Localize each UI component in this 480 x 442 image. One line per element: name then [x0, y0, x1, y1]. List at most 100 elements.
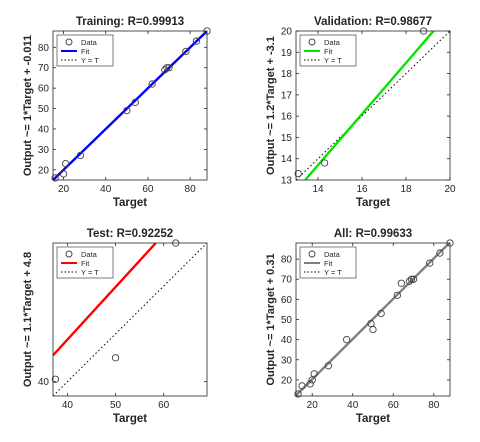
data-point — [343, 335, 351, 344]
data-point — [377, 309, 385, 318]
plot-lines — [53, 31, 207, 180]
data-point — [182, 47, 190, 56]
y-tick-label: 80 — [281, 255, 293, 266]
data-point — [294, 169, 302, 178]
fit-line — [53, 31, 207, 180]
data-point — [409, 275, 418, 283]
x-axis-label: Target — [113, 197, 147, 209]
y-tick-label: 70 — [281, 275, 293, 286]
plot-lines — [296, 243, 450, 396]
y-tick-label: 20 — [281, 375, 293, 386]
fit-line — [53, 243, 157, 357]
y-axis-label: Output ~= 1.1*Target + 4.8 — [22, 252, 34, 387]
data-point — [192, 37, 201, 45]
data-point — [436, 249, 444, 257]
y-tick-label: 50 — [38, 104, 50, 115]
data-point — [369, 325, 377, 334]
chart-title: Test: R=0.92252 — [87, 228, 173, 240]
y-axis-label: Output ~= 1*Target + -0.011 — [22, 35, 34, 176]
regression-panel: 20 40 60 80 20 30 40 50 60 70 80 Training: R=0.9991… — [22, 16, 211, 209]
x-axis-label: Target — [113, 413, 147, 425]
legend-data-marker — [308, 38, 316, 46]
plot-lines — [53, 243, 207, 396]
y-tick-label: 60 — [38, 84, 50, 95]
x-tick-label: 40 — [100, 184, 112, 195]
x-tick-label: 40 — [62, 400, 74, 411]
data-point — [123, 106, 131, 115]
legend-identity-label: Y = T — [81, 268, 99, 277]
data-point — [397, 279, 406, 287]
regression-panel: 20 40 60 80 20 30 40 50 60 70 80 All: R=0.99633 Targ… — [265, 228, 454, 425]
x-tick-label: 16 — [356, 184, 368, 195]
data-point — [393, 291, 401, 299]
x-tick-label: 40 — [347, 400, 359, 411]
data-point — [324, 362, 333, 370]
plot-lines — [296, 31, 450, 180]
legend-data-marker — [308, 250, 316, 258]
y-tick-label: 17 — [281, 90, 293, 101]
x-tick-label: 60 — [388, 400, 400, 411]
x-axis-label: Target — [356, 197, 390, 209]
legend-fit-label: Fit — [81, 47, 90, 56]
chart-title: Validation: R=0.98677 — [314, 16, 432, 28]
regression-panel: 40 50 60 40 Test: R=0.92252 Target Output ~= 1… — [22, 228, 208, 425]
x-tick-label: 60 — [158, 400, 170, 411]
x-tick-label: 18 — [400, 184, 412, 195]
regression-panel: 14 16 18 20 13 14 15 16 17 18 19 20 Validation: R=0.… — [265, 16, 456, 209]
data-point — [161, 66, 169, 74]
legend-data-label: Data — [324, 250, 341, 259]
data-point — [320, 159, 329, 167]
axes-box — [52, 242, 208, 397]
x-tick-label: 60 — [142, 184, 154, 195]
data-point — [131, 98, 139, 107]
chart-title: Training: R=0.99913 — [76, 16, 184, 28]
x-tick-label: 20 — [58, 184, 70, 195]
data-point — [426, 259, 434, 267]
data-point — [111, 354, 120, 362]
data-point — [306, 380, 314, 388]
y-tick-label: 40 — [281, 335, 293, 346]
y-tick-label: 40 — [38, 377, 50, 388]
y-tick-label: 80 — [38, 43, 50, 54]
data-point — [310, 370, 318, 378]
identity-line — [53, 243, 207, 396]
x-tick-label: 80 — [185, 184, 197, 195]
data-point — [62, 160, 70, 168]
data-point — [51, 174, 59, 182]
data-point — [294, 390, 302, 398]
y-axis-label: Output ~= 1.2*Target + -3.1 — [265, 36, 277, 175]
fit-line — [296, 243, 450, 396]
y-tick-label: 13 — [281, 176, 293, 187]
y-tick-label: 19 — [281, 48, 293, 59]
legend-data-label: Data — [324, 38, 341, 47]
y-tick-label: 20 — [38, 165, 50, 176]
y-tick-label: 20 — [281, 27, 293, 38]
x-tick-label: 80 — [428, 400, 440, 411]
axes-box — [295, 30, 451, 181]
data-point — [165, 64, 173, 72]
data-point — [51, 375, 60, 383]
legend-identity-label: Y = T — [324, 268, 342, 277]
data-point — [407, 275, 416, 283]
legend-identity-label: Y = T — [324, 56, 342, 65]
x-tick-label: 20 — [307, 400, 319, 411]
x-tick-label: 14 — [312, 184, 324, 195]
data-point — [76, 151, 85, 160]
data-point — [163, 64, 171, 72]
y-tick-label: 40 — [38, 124, 50, 135]
y-axis-label: Output ~= 1*Target + 0.31 — [265, 253, 277, 385]
y-tick-label: 30 — [38, 145, 50, 156]
chart-title: All: R=0.99633 — [334, 228, 412, 240]
y-tick-label: 16 — [281, 112, 293, 123]
y-tick-label: 14 — [281, 154, 293, 165]
legend-data-label: Data — [81, 38, 98, 47]
axes-box — [52, 30, 208, 181]
legend-data-marker — [65, 250, 73, 258]
legend-data-label: Data — [81, 250, 98, 259]
data-point — [405, 277, 414, 285]
x-tick-label: 50 — [110, 400, 122, 411]
